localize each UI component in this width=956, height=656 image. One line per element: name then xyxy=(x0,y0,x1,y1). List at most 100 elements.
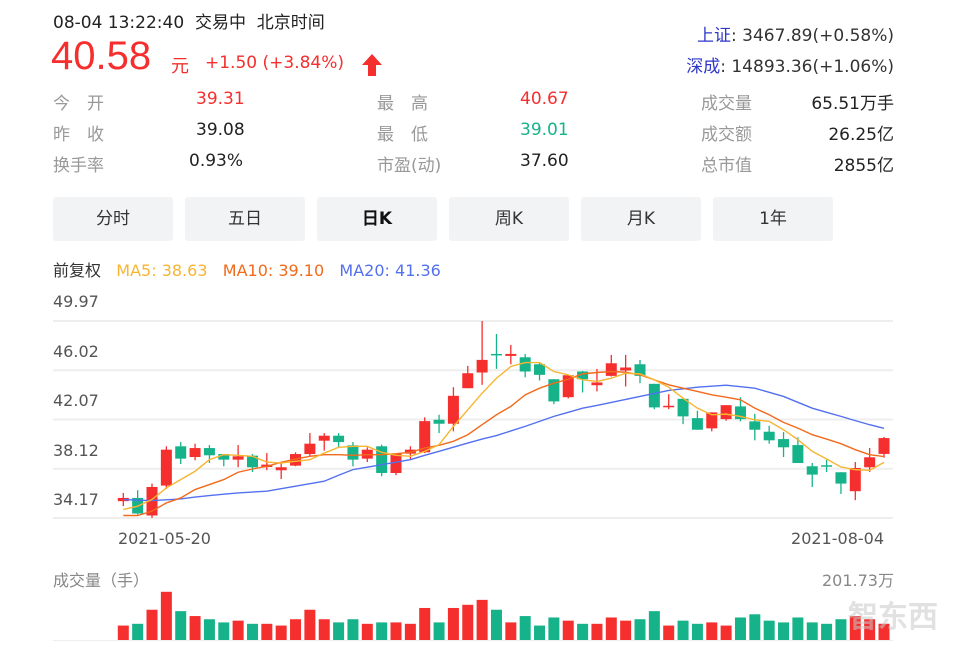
volume-bar xyxy=(806,622,818,640)
volume-bar xyxy=(175,611,187,640)
volume-bar xyxy=(677,620,689,640)
volume-bar xyxy=(304,609,316,640)
volume-bar xyxy=(132,623,144,640)
volume-bar xyxy=(778,622,790,640)
index-value: : 14893.36(+1.06%) xyxy=(720,57,894,77)
volume-bar xyxy=(691,623,703,640)
ma5-line xyxy=(123,361,885,511)
volume-bar xyxy=(634,619,646,640)
candle-body xyxy=(419,421,431,453)
stat-turnover: 0.93% xyxy=(189,151,244,171)
volume-bar xyxy=(390,622,402,640)
quote-time: 08-04 13:22:40 交易中 北京时间 xyxy=(53,8,325,33)
stat-label: 总市值 xyxy=(701,156,752,176)
candle-body xyxy=(505,353,517,356)
candle-body xyxy=(275,467,287,471)
tab-five-day[interactable]: 五日 xyxy=(185,197,305,241)
candle-body xyxy=(534,364,546,375)
stat-low: 39.01 xyxy=(520,120,569,140)
candle-body xyxy=(290,454,302,466)
volume-bar xyxy=(505,622,517,640)
watermark-logo: 智东西 xyxy=(848,600,938,635)
candle-body xyxy=(821,465,833,467)
volume-bar xyxy=(160,591,172,640)
candle-body xyxy=(706,412,718,429)
y-tick-label: 49.97 xyxy=(53,292,99,311)
tab-daily-k[interactable]: 日K xyxy=(317,197,437,241)
stat-label: 最 低 xyxy=(377,125,428,145)
volume-bar xyxy=(720,625,732,640)
stat-market-cap: 2855亿 xyxy=(833,156,894,176)
stat-amount: 26.25亿 xyxy=(828,125,894,145)
candle-body xyxy=(835,472,847,484)
y-tick-label: 46.02 xyxy=(53,342,99,361)
volume-bar xyxy=(706,622,718,640)
legend: 前复权 MA5: 38.63 MA10: 39.10 MA20: 41.36 xyxy=(53,257,441,281)
candle-body xyxy=(376,446,388,473)
legend-ma5: MA5: 38.63 xyxy=(116,261,208,280)
volume-bar xyxy=(591,623,603,640)
volume-bar xyxy=(232,620,244,640)
candle-body xyxy=(591,382,603,386)
ma20-line xyxy=(123,384,885,502)
candle-body xyxy=(577,371,589,380)
x-label-start: 2021-05-20 xyxy=(118,529,211,548)
index-link-shanghai[interactable]: 上证 xyxy=(697,26,732,46)
stat-label: 最 高 xyxy=(377,94,428,114)
stat-prev-close: 39.08 xyxy=(196,120,245,140)
volume-bar xyxy=(462,604,474,640)
volume-bar xyxy=(792,617,804,640)
adjust-mode[interactable]: 前复权 xyxy=(53,261,102,280)
volume-bar xyxy=(605,617,617,640)
volume-bar xyxy=(734,617,746,640)
volume-bar xyxy=(548,617,560,640)
candle-body xyxy=(433,419,445,424)
candle-body xyxy=(246,455,258,468)
volume-bar xyxy=(562,620,574,640)
volume-bar xyxy=(821,623,833,640)
candle-body xyxy=(620,367,632,371)
stat-label: 成交额 xyxy=(701,125,752,145)
volume-bar xyxy=(275,625,287,640)
candle-body xyxy=(663,405,675,408)
arrow-up-icon xyxy=(362,54,382,76)
volume-bar xyxy=(203,619,215,640)
candle-body xyxy=(232,456,244,460)
candle-body xyxy=(749,421,761,430)
candle-body xyxy=(720,405,732,420)
volume-bar xyxy=(534,625,546,640)
volume-bar xyxy=(648,611,660,640)
tab-weekly-k[interactable]: 周K xyxy=(449,197,569,241)
tab-monthly-k[interactable]: 月K xyxy=(581,197,701,241)
candle-body xyxy=(806,466,818,475)
candle-body xyxy=(677,398,689,417)
volume-max-label: 201.73万 xyxy=(822,571,894,590)
volume-bar xyxy=(447,607,459,640)
volume-bar xyxy=(577,623,589,640)
stat-volume: 65.51万手 xyxy=(811,94,894,114)
index-link-shenzhen[interactable]: 深成 xyxy=(686,57,721,77)
volume-bar xyxy=(347,619,359,640)
price-change: +1.50 (+3.84%) xyxy=(205,53,345,73)
stat-label: 今 开 xyxy=(53,94,104,114)
volume-bar xyxy=(835,619,847,640)
tab-one-year[interactable]: 1年 xyxy=(713,197,833,241)
candle-body xyxy=(347,445,359,460)
candle-body xyxy=(318,435,330,441)
candle-body xyxy=(864,457,876,468)
trading-status: 交易中 xyxy=(194,13,246,33)
volume-bar xyxy=(763,620,775,640)
candle-body xyxy=(849,468,861,492)
candle-body xyxy=(605,363,617,376)
stat-label: 市盈(动) xyxy=(377,156,442,176)
volume-bar xyxy=(318,619,330,640)
volume-bar xyxy=(376,622,388,640)
candle-body xyxy=(763,431,775,441)
tab-intraday[interactable]: 分时 xyxy=(53,197,173,241)
candle-body xyxy=(304,443,316,455)
y-tick-label: 42.07 xyxy=(53,391,99,410)
candle-body xyxy=(648,383,660,408)
index-shenzhen: 深成: 14893.36(+1.06%) xyxy=(686,52,894,77)
candle-body xyxy=(218,454,230,460)
